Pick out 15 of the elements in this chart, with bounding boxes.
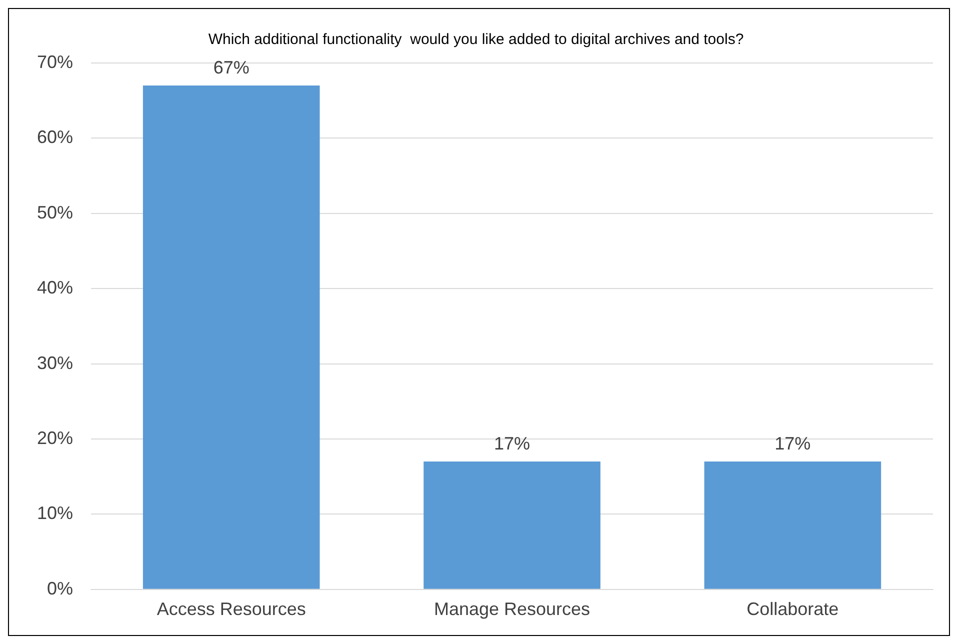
y-tick-label: 50%: [36, 202, 74, 222]
chart-title: Which additional functionality would you like added to digital archives and tools?: [208, 31, 744, 48]
y-tick-label: 0%: [47, 578, 74, 598]
y-tick-label: 40%: [36, 278, 74, 298]
data-label: 17%: [774, 434, 811, 454]
x-tick-label: Access Resources: [156, 599, 306, 620]
data-label: 17%: [494, 434, 530, 454]
y-tick-label: 30%: [36, 352, 74, 373]
y-tick-label: 60%: [36, 127, 74, 148]
data-label: 67%: [213, 58, 250, 78]
y-tick-label: 10%: [36, 503, 74, 524]
x-tick-label: Manage Resources: [434, 599, 590, 620]
y-tick-label: 20%: [36, 428, 74, 448]
x-tick-label: Collaborate: [746, 599, 839, 620]
y-tick-label: 70%: [36, 52, 74, 72]
